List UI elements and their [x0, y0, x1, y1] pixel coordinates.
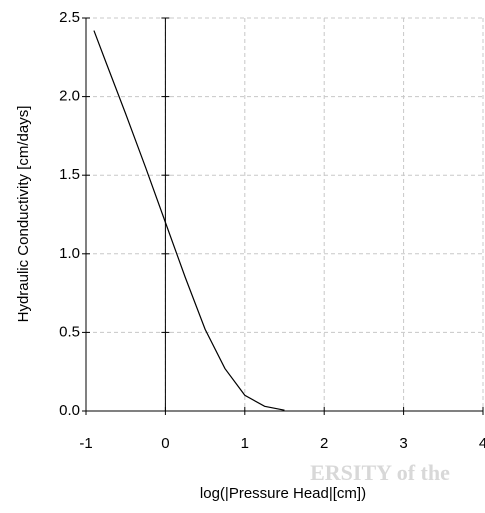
- x-tick-label: 2: [320, 435, 328, 452]
- x-axis-label: log(|Pressure Head|[cm]): [200, 485, 366, 502]
- y-axis-label: Hydraulic Conductivity [cm/days]: [15, 106, 32, 323]
- x-tick-label: 1: [241, 435, 249, 452]
- y-tick-label: 0.5: [59, 323, 80, 340]
- y-tick-label: 0.0: [59, 402, 80, 419]
- x-tick-label: -1: [79, 435, 92, 452]
- watermark: ERSITY of the: [310, 460, 450, 485]
- data-line: [93, 30, 285, 411]
- y-tick-label: 1.5: [59, 166, 80, 183]
- y-tick-label: 2.0: [59, 88, 80, 105]
- x-tick-label: 0: [161, 435, 169, 452]
- x-tick-label: 3: [399, 435, 407, 452]
- y-tick-label: 1.0: [59, 245, 80, 262]
- x-tick-label: 4: [479, 435, 485, 452]
- y-tick-label: 2.5: [59, 9, 80, 26]
